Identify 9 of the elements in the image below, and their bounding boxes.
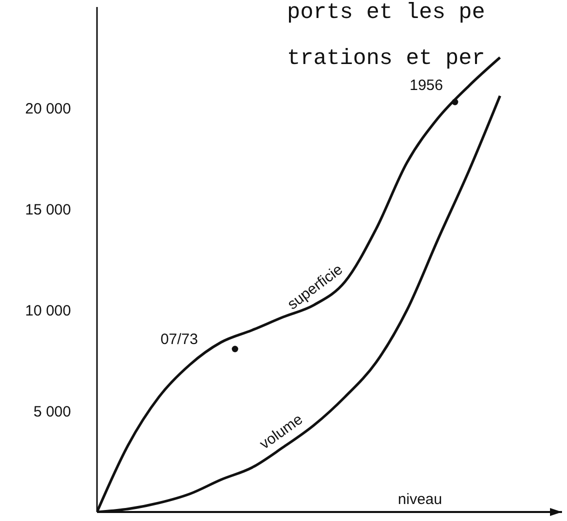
- annotation: ports et les pe: [287, 0, 486, 25]
- y-tick-label: 20 000: [25, 100, 71, 118]
- y-tick-label: 15 000: [25, 201, 71, 218]
- y-tick-label: 5 000: [33, 403, 71, 420]
- annotation: 1956: [410, 77, 443, 94]
- annotation: trations et per: [287, 46, 486, 71]
- annotation: 07/73: [160, 331, 198, 348]
- x-axis-title: niveau: [398, 491, 442, 508]
- y-tick-label: 10 000: [25, 302, 71, 320]
